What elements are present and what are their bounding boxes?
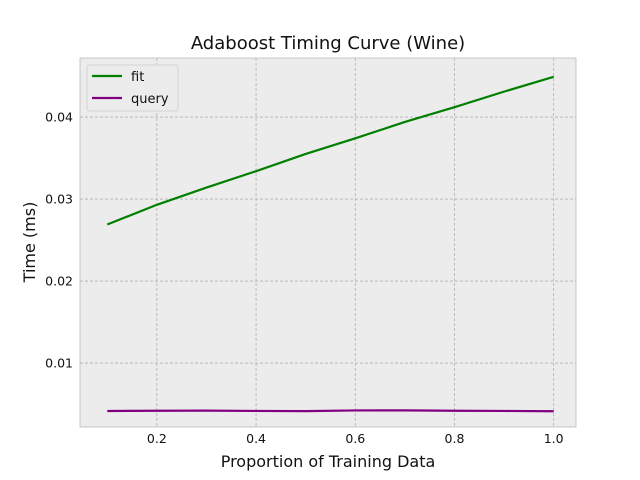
legend-label-fit: fit — [131, 70, 144, 85]
x-tick-label: 0.2 — [147, 431, 167, 446]
y-tick-label: 0.03 — [45, 192, 73, 207]
y-axis-label: Time (ms) — [20, 202, 39, 284]
chart-title: Adaboost Timing Curve (Wine) — [191, 33, 465, 54]
y-tick-label: 0.02 — [45, 274, 73, 289]
plot-frame — [79, 57, 577, 428]
plot-area — [80, 58, 576, 427]
legend-label-query: query — [131, 92, 169, 107]
x-tick-label: 0.6 — [345, 431, 365, 446]
tick-labels: 0.2 0.4 0.6 0.8 1.0 0.01 0.02 0.03 0.04 — [45, 110, 564, 446]
x-axis-label: Proportion of Training Data — [221, 452, 436, 471]
x-tick-label: 0.4 — [246, 431, 266, 446]
series-line-query — [107, 409, 554, 413]
x-tick-label: 0.8 — [445, 431, 465, 446]
x-tick-label: 1.0 — [544, 431, 564, 446]
y-tick-label: 0.04 — [45, 110, 73, 125]
series-line-fit — [106, 75, 554, 226]
legend: fit query — [86, 64, 179, 112]
y-tick-label: 0.01 — [45, 356, 73, 371]
grid-lines — [80, 58, 576, 427]
series-lines — [106, 75, 554, 413]
